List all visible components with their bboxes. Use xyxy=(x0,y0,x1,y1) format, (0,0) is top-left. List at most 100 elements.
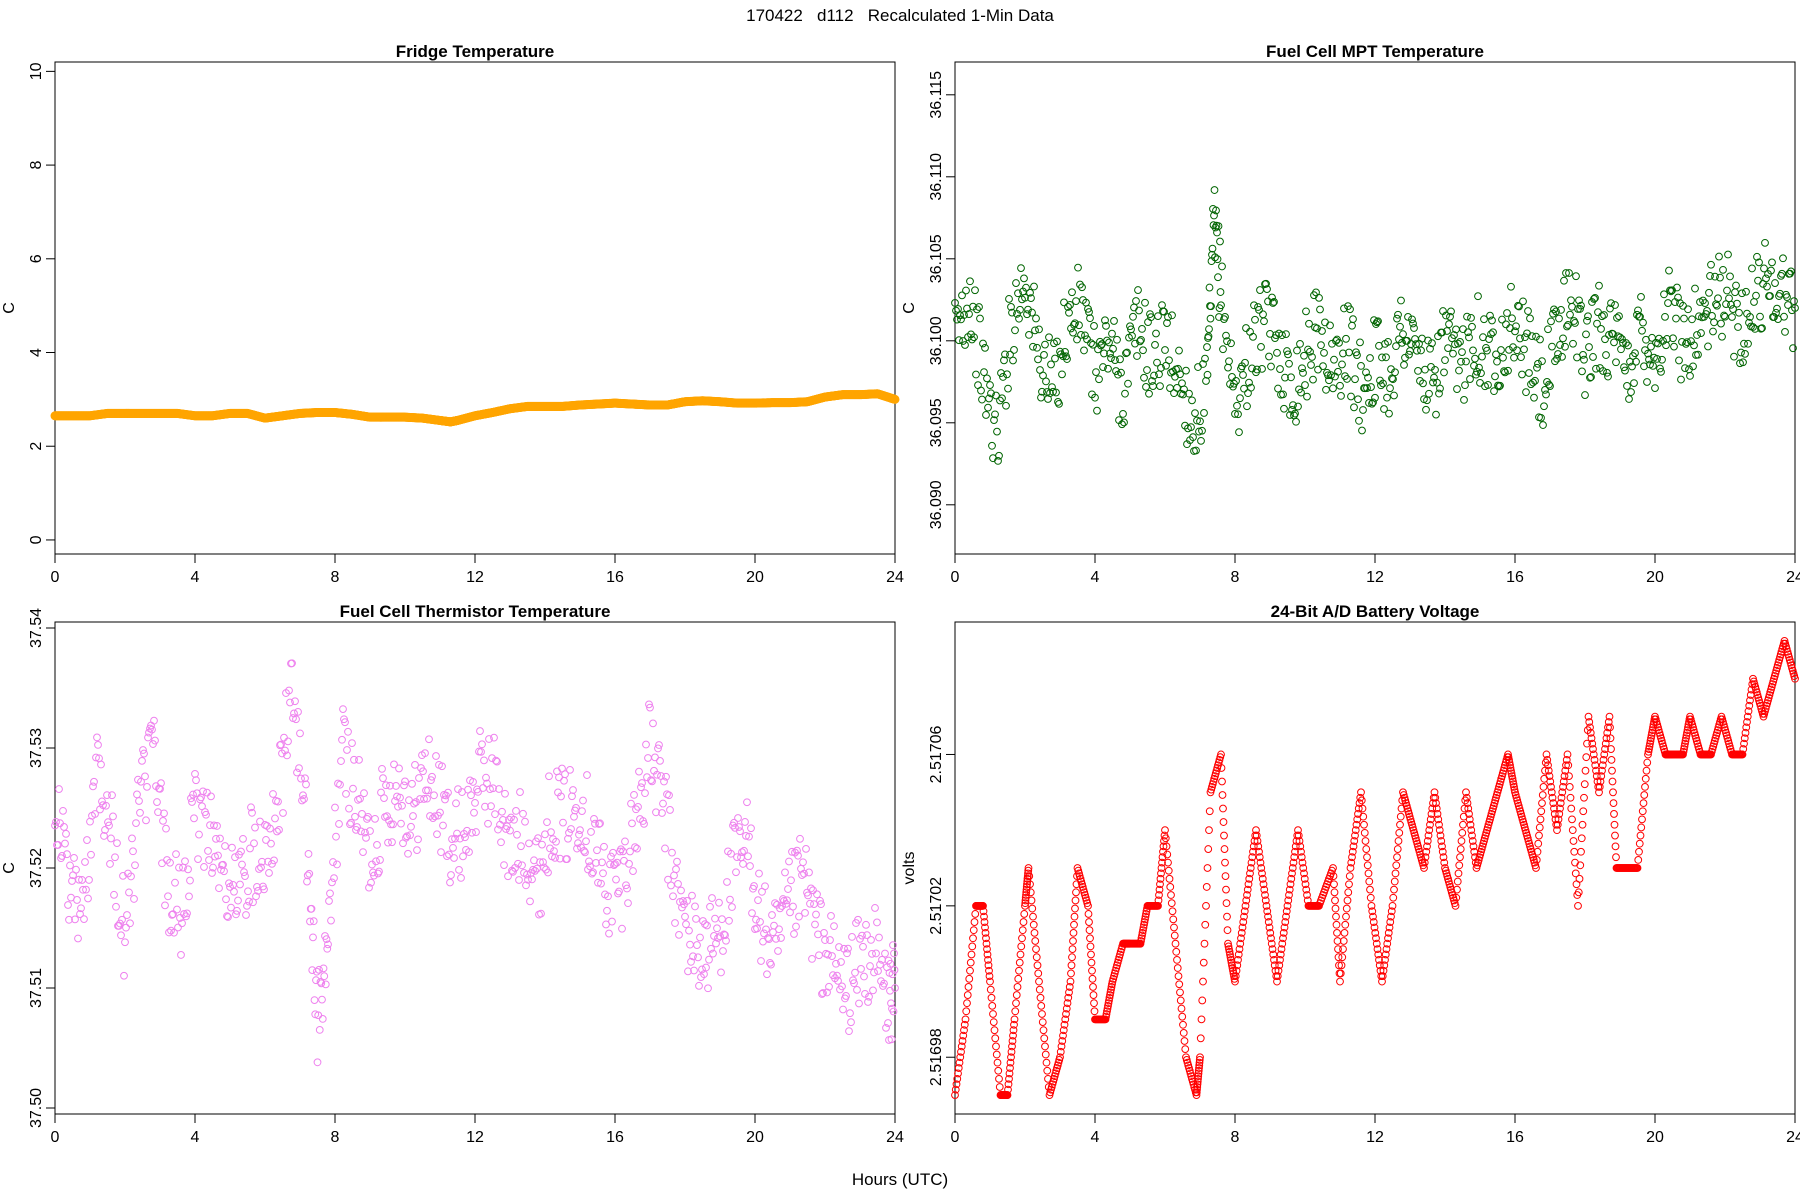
data-point xyxy=(802,844,810,853)
data-point xyxy=(125,888,133,897)
data-point xyxy=(1569,339,1577,348)
data-point xyxy=(309,917,318,926)
data-point xyxy=(1517,353,1525,362)
data-point xyxy=(1243,885,1252,894)
data-point xyxy=(592,858,600,867)
data-point xyxy=(649,719,657,728)
data-point xyxy=(565,828,573,837)
data-point xyxy=(1068,953,1076,962)
data-point xyxy=(296,729,304,738)
data-point xyxy=(1340,304,1348,313)
data-point xyxy=(1072,888,1080,897)
data-point xyxy=(1296,842,1305,851)
data-point xyxy=(390,760,398,769)
data-point xyxy=(887,1035,896,1044)
data-point xyxy=(1417,346,1425,355)
data-point xyxy=(1370,923,1379,932)
data-point xyxy=(1469,346,1477,355)
data-point xyxy=(1590,295,1598,303)
data-point xyxy=(1583,316,1591,325)
data-point xyxy=(1164,866,1173,875)
data-point xyxy=(467,791,475,800)
data-point xyxy=(1283,347,1291,355)
data-point xyxy=(1561,342,1569,351)
data-point xyxy=(277,740,285,749)
data-point xyxy=(702,963,710,972)
data-point xyxy=(993,1058,1002,1067)
data-point xyxy=(1048,383,1056,392)
data-point xyxy=(1318,327,1326,335)
data-point xyxy=(812,910,820,919)
data-point xyxy=(1100,349,1108,358)
data-point xyxy=(1042,377,1050,386)
data-point xyxy=(1164,858,1172,867)
data-point xyxy=(1581,766,1590,775)
data-point xyxy=(963,991,972,999)
data-point xyxy=(303,877,311,886)
data-point xyxy=(1584,312,1592,321)
data-point xyxy=(1249,847,1257,856)
data-point xyxy=(1139,346,1147,355)
data-point xyxy=(999,373,1007,381)
data-point xyxy=(1339,945,1347,953)
data-point xyxy=(1070,320,1078,329)
data-point xyxy=(832,959,840,968)
data-point xyxy=(1089,983,1097,991)
data-point xyxy=(980,918,989,926)
data-point xyxy=(1432,410,1440,419)
data-point xyxy=(582,837,590,846)
data-point xyxy=(1553,826,1561,835)
data-point xyxy=(525,839,533,848)
data-point xyxy=(185,892,193,901)
data-point xyxy=(1330,880,1338,889)
data-point xyxy=(1280,923,1289,932)
x-tick-label: 8 xyxy=(1231,1129,1240,1146)
data-point xyxy=(826,936,834,944)
data-point xyxy=(867,936,875,944)
data-point xyxy=(811,920,819,929)
data-point xyxy=(270,856,278,865)
data-point xyxy=(1257,864,1266,872)
data-point xyxy=(1715,252,1723,261)
data-point xyxy=(1541,385,1549,394)
data-point xyxy=(307,904,316,913)
data-point xyxy=(1282,912,1290,921)
figure-title: 170422 d112 Recalculated 1-Min Data xyxy=(746,6,1054,25)
data-point xyxy=(982,934,990,943)
data-point xyxy=(1492,350,1500,359)
data-point xyxy=(1385,923,1394,932)
data-point xyxy=(818,990,826,998)
data-point xyxy=(1555,314,1563,323)
data-point xyxy=(104,818,112,827)
data-point xyxy=(424,786,432,795)
data-point xyxy=(1192,1091,1201,1099)
data-point xyxy=(958,1037,967,1045)
data-point xyxy=(988,1001,997,1010)
data-point xyxy=(1651,384,1659,393)
data-point xyxy=(1729,305,1737,313)
data-point xyxy=(94,740,102,749)
data-point xyxy=(674,879,682,888)
y-tick-label: 2 xyxy=(28,442,45,451)
data-point xyxy=(61,839,69,848)
data-point xyxy=(1215,313,1223,321)
data-point xyxy=(1602,734,1611,743)
data-point xyxy=(1017,942,1026,951)
data-point xyxy=(505,815,513,824)
data-point xyxy=(1019,918,1028,926)
data-point xyxy=(1316,305,1324,314)
data-point xyxy=(1240,907,1249,916)
data-point xyxy=(1592,772,1601,780)
data-point xyxy=(1242,324,1250,332)
data-point xyxy=(389,820,397,829)
data-point xyxy=(52,818,60,826)
data-point xyxy=(1780,312,1788,321)
data-point xyxy=(243,901,251,910)
data-point xyxy=(1739,358,1747,367)
data-point xyxy=(1468,837,1477,845)
data-point xyxy=(988,441,996,450)
data-point xyxy=(696,933,704,942)
data-point xyxy=(539,858,547,867)
data-point xyxy=(1538,799,1546,808)
data-point xyxy=(1443,327,1451,335)
